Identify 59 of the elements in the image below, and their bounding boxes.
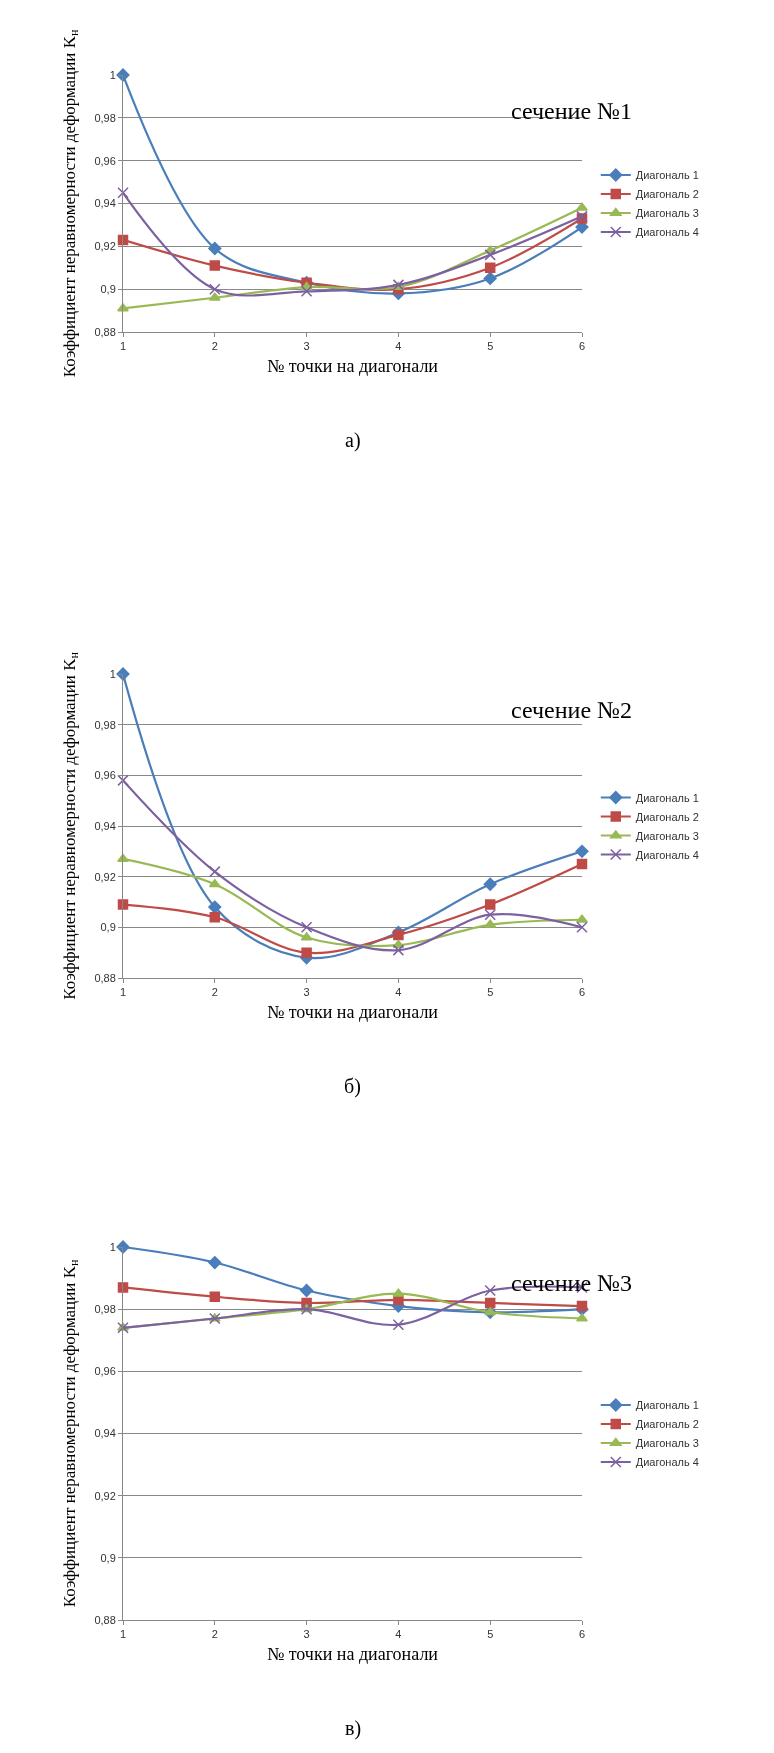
y-tick-label: 0,98 bbox=[94, 111, 116, 124]
y-tick-label: 0,96 bbox=[94, 1365, 116, 1378]
y-tick-label: 1 bbox=[109, 1240, 116, 1253]
text: в) bbox=[345, 1717, 362, 1740]
legend-label: Диагональ 3 bbox=[635, 207, 699, 220]
legend-label: Диагональ 2 bbox=[635, 1418, 699, 1431]
x-tick-label: 6 bbox=[578, 1628, 586, 1641]
y-tick-label: 0,96 bbox=[94, 154, 116, 167]
y-tick-label: 0,88 bbox=[94, 1613, 116, 1626]
y-tick-label: 0,9 bbox=[100, 283, 116, 296]
y-tick-label: 0,92 bbox=[94, 1489, 116, 1502]
x-tick-label: 4 bbox=[395, 1628, 402, 1641]
legend-label: Диагональ 2 bbox=[635, 810, 699, 823]
x-tick-label: 4 bbox=[395, 340, 402, 353]
legend-label: Диагональ 4 bbox=[635, 1456, 699, 1469]
x-tick-label: 2 bbox=[211, 340, 218, 353]
y-tick-label: 0,92 bbox=[94, 870, 116, 883]
legend-label: Диагональ 1 bbox=[635, 791, 699, 804]
y-tick-label: 0,9 bbox=[100, 1551, 116, 1564]
x-tick-label: 6 bbox=[578, 340, 586, 353]
y-tick-label: 0,94 bbox=[94, 197, 116, 210]
legend-label: Диагональ 1 bbox=[635, 1399, 699, 1412]
y-tick-label: 0,88 bbox=[94, 971, 116, 984]
x-axis-title: № точки на диагонали bbox=[267, 356, 439, 377]
text: сечение №2 bbox=[511, 697, 632, 723]
x-tick-label: 3 bbox=[303, 1628, 310, 1641]
y-tick-label: 0,88 bbox=[94, 325, 116, 338]
y-tick-label: 0,92 bbox=[94, 240, 116, 253]
y-tick-label: 1 bbox=[109, 68, 116, 81]
x-axis-title: № точки на диагонали bbox=[267, 1002, 439, 1023]
x-tick-label: 3 bbox=[303, 986, 310, 999]
legend-label: Диагональ 4 bbox=[635, 848, 699, 861]
y-tick-label: 1 bbox=[109, 667, 116, 680]
x-tick-label: 1 bbox=[119, 340, 127, 353]
legend-label: Диагональ 1 bbox=[635, 169, 699, 182]
legend-label: Диагональ 3 bbox=[635, 1437, 699, 1450]
x-axis-title: № точки на диагонали bbox=[267, 1644, 439, 1665]
y-tick-label: 0,94 bbox=[94, 819, 116, 832]
text: сечение №1 bbox=[511, 98, 632, 124]
x-tick-label: 5 bbox=[487, 1628, 494, 1641]
text: б) bbox=[344, 1075, 361, 1098]
legend-label: Диагональ 2 bbox=[635, 188, 699, 201]
y-tick-label: 0,96 bbox=[94, 769, 116, 782]
x-tick-label: 4 bbox=[395, 986, 402, 999]
x-tick-label: 2 bbox=[211, 1628, 218, 1641]
y-tick-label: 0,98 bbox=[94, 1303, 116, 1316]
y-tick-label: 0,9 bbox=[100, 921, 116, 934]
x-tick-label: 3 bbox=[303, 340, 310, 353]
legend-label: Диагональ 4 bbox=[635, 226, 699, 239]
x-tick-label: 2 bbox=[211, 986, 218, 999]
y-tick-label: 0,94 bbox=[94, 1427, 116, 1440]
x-tick-label: 1 bbox=[119, 986, 127, 999]
text: а) bbox=[345, 429, 361, 452]
x-tick-label: 5 bbox=[487, 986, 494, 999]
legend-label: Диагональ 3 bbox=[635, 829, 699, 842]
x-tick-label: 5 bbox=[487, 340, 494, 353]
x-tick-label: 1 bbox=[119, 1628, 127, 1641]
x-tick-label: 6 bbox=[578, 986, 586, 999]
y-tick-label: 0,98 bbox=[94, 718, 116, 731]
